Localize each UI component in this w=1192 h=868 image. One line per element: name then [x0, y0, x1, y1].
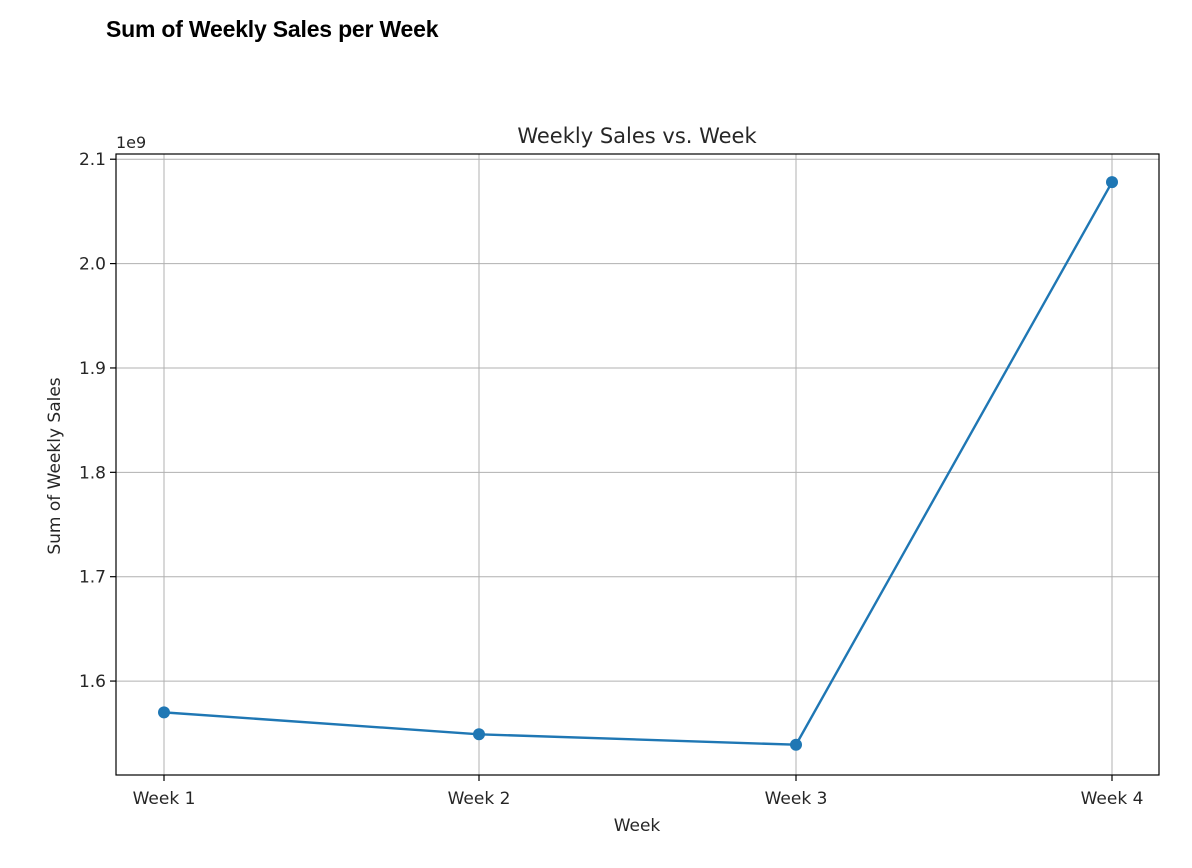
axes-frame — [115, 153, 1160, 776]
x-gridlines — [163, 154, 1113, 775]
page-heading: Sum of Weekly Sales per Week — [106, 16, 439, 42]
x-axis-ticks: Week 1 Week 2 Week 3 Week 4 — [133, 775, 1144, 809]
y-gridlines — [116, 158, 1159, 682]
x-tick-label: Week 4 — [1081, 789, 1144, 809]
series-layer — [158, 176, 1118, 751]
data-point — [1106, 176, 1118, 189]
y-axis-ticks: 1.6 1.7 1.8 1.9 2.0 2.1 — [79, 150, 116, 692]
y-tick-label: 1.6 — [79, 672, 106, 692]
data-point — [473, 728, 485, 741]
y-tick-label: 1.8 — [79, 463, 106, 483]
y-tick-label: 2.1 — [79, 150, 106, 170]
chart-title: Weekly Sales vs. Week — [517, 124, 757, 148]
x-tick-label: Week 2 — [448, 789, 511, 809]
x-tick-label: Week 3 — [765, 789, 828, 809]
y-tick-label: 2.0 — [79, 255, 106, 275]
y-tick-label: 1.7 — [79, 568, 106, 588]
y-axis-offset-label: 1e9 — [116, 133, 146, 152]
data-point — [790, 738, 802, 751]
y-tick-label: 1.9 — [79, 359, 106, 379]
x-tick-label: Week 1 — [133, 789, 196, 809]
x-axis-label: Week — [614, 816, 661, 836]
y-axis-label: Sum of Weekly Sales — [45, 377, 65, 554]
data-point — [158, 706, 170, 719]
series-line — [163, 181, 1114, 746]
